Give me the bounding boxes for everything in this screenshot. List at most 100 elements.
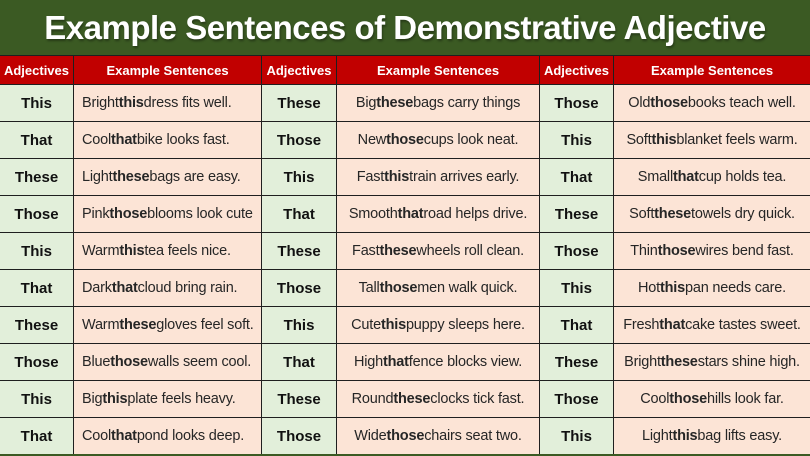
sentence-demonstrative-word: these [119,317,157,333]
sentence-cell: Soft these towels dry quick. [614,196,810,232]
sentence-demonstrative-word: these [654,206,692,222]
adjective-label: This [561,427,592,445]
adjective-cell: This [0,233,73,269]
adjective-cell: These [0,159,73,195]
sentence-cell: Warm these gloves feel soft. [74,307,261,343]
sentence-demonstrative-word: that [659,317,686,333]
adjective-cell: This [540,122,613,158]
sentence-prefix: Big [82,391,103,407]
column-header-sentences-2: Example Sentences [337,56,539,84]
sentence-prefix: Cool [82,132,112,148]
sentence-suffix: cloud bring rain. [137,280,238,296]
adjective-cell: Those [262,270,336,306]
sentence-demonstrative-word: those [109,206,148,222]
adjective-label: These [277,242,321,260]
adjective-cell: This [540,418,613,454]
sentence-cell: Big these bags carry things [337,85,539,121]
sentence-demonstrative-word: this [659,280,685,296]
sentence-prefix: Light [82,169,113,185]
sentence-demonstrative-word: this [119,243,145,259]
sentence-prefix: Hot [638,280,660,296]
sentence-cell: Warm this tea feels nice. [74,233,261,269]
sentence-cell: Light this bag lifts easy. [614,418,810,454]
adjective-cell: This [0,381,73,417]
sentence-demonstrative-word: this [672,428,698,444]
sentence-suffix: bag lifts easy. [697,428,783,444]
adjective-cell: These [262,85,336,121]
adjective-label: These [14,168,59,186]
column-header-adjectives-3: Adjectives [540,56,613,84]
adjective-cell: That [540,307,613,343]
adjective-cell: This [262,159,336,195]
sentence-demonstrative-word: that [111,280,138,296]
sentence-suffix: gloves feel soft. [156,317,254,333]
sentence-cell: Thin those wires bend fast. [614,233,810,269]
sentence-suffix: train arrives early. [409,169,520,185]
sentence-table: Adjectives Example Sentences Adjectives … [0,55,810,454]
adjective-cell: Those [540,381,613,417]
adjective-cell: That [0,418,73,454]
adjective-cell: That [262,196,336,232]
sentence-prefix: Cute [351,317,381,333]
sentence-cell: Wide those chairs seat two. [337,418,539,454]
sentence-suffix: blanket feels warm. [676,132,798,148]
sentence-demonstrative-word: that [111,132,137,148]
adjective-label: Those [554,390,599,408]
adjective-label: That [560,168,593,186]
sentence-cell: Old those books teach well. [614,85,810,121]
sentence-demonstrative-word: that [111,428,137,444]
adjective-cell: These [0,307,73,343]
sentence-suffix: stars shine high. [697,354,800,370]
sentence-cell: Cool that bike looks fast. [74,122,261,158]
sentence-demonstrative-word: those [379,280,418,296]
adjective-cell: These [540,344,613,380]
adjective-label: Those [554,242,599,260]
sentence-suffix: blooms look cute [147,206,253,222]
sentence-prefix: Wide [354,428,387,444]
adjective-label: Those [276,279,322,297]
adjective-cell: Those [262,418,336,454]
sentence-cell: Smooth that road helps drive. [337,196,539,232]
sentence-prefix: Bright [82,95,119,111]
sentence-prefix: High [353,354,383,370]
sentence-cell: Bright this dress fits well. [74,85,261,121]
sentence-demonstrative-word: these [376,95,414,111]
sentence-suffix: hills look far. [706,391,784,407]
title-banner: Example Sentences of Demonstrative Adjec… [0,0,810,55]
sentence-demonstrative-word: this [118,95,144,111]
sentence-suffix: wires bend fast. [695,243,794,259]
sentence-suffix: puppy sleeps here. [405,317,525,333]
page-title: Example Sentences of Demonstrative Adjec… [44,8,766,46]
sentence-cell: Pink those blooms look cute [74,196,261,232]
sentence-suffix: bike looks fast. [136,132,230,148]
adjective-cell: Those [540,233,613,269]
adjective-label: That [560,316,593,334]
sentence-prefix: Fast [356,169,385,185]
sentence-prefix: Cool [82,428,112,444]
sentence-demonstrative-word: this [380,317,406,333]
sentence-prefix: Soft [626,132,652,148]
adjective-label: Those [14,353,59,371]
adjective-cell: This [262,307,336,343]
sentence-prefix: Warm [82,317,120,333]
adjective-cell: Those [262,122,336,158]
column-header-adjectives-1: Adjectives [0,56,73,84]
sentence-demonstrative-word: those [657,243,696,259]
sentence-suffix: walls seem cool. [147,354,252,370]
sentence-prefix: Small [637,169,673,185]
footer-strip [0,454,810,456]
sentence-demonstrative-word: those [669,391,707,407]
sentence-suffix: books teach well. [687,95,796,111]
sentence-cell: Dark that cloud bring rain. [74,270,261,306]
adjective-label: Those [554,94,599,112]
adjective-label: That [20,427,53,445]
adjective-label: That [283,353,315,371]
sentence-suffix: cup holds tea. [698,169,787,185]
sentence-prefix: Old [628,95,651,111]
adjective-label: Those [14,205,59,223]
sentence-suffix: fence blocks view. [408,354,523,370]
adjective-label: This [561,279,592,297]
sentence-demonstrative-word: those [650,95,688,111]
adjective-label: Those [276,427,322,445]
sentence-suffix: pan needs care. [684,280,786,296]
